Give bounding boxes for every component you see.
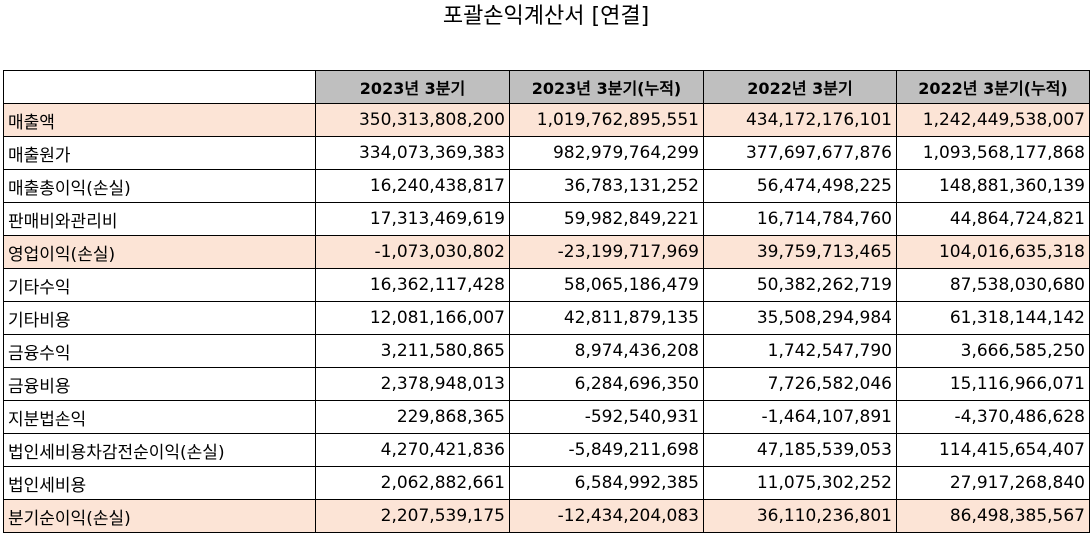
table-row: 기타비용 12,081,166,007 42,811,879,135 35,508,2… xyxy=(3,301,1090,335)
value-cell: 36,783,131,252 xyxy=(509,169,704,203)
row-label: 분기순이익(손실) xyxy=(3,499,316,533)
value-cell: 6,284,696,350 xyxy=(509,367,704,401)
header-row: 2023년 3분기 2023년 3분기(누적) 2022년 3분기 2022년 … xyxy=(3,70,1090,104)
value-cell: 50,382,262,719 xyxy=(703,268,897,302)
row-label: 법인세비용 xyxy=(3,466,316,500)
row-label: 매출액 xyxy=(3,103,316,137)
value-cell: 1,242,449,538,007 xyxy=(896,103,1090,137)
value-cell: 61,318,144,142 xyxy=(896,301,1090,335)
value-cell: 56,474,498,225 xyxy=(703,169,897,203)
income-statement-table: 2023년 3분기 2023년 3분기(누적) 2022년 3분기 2022년 … xyxy=(3,70,1090,533)
value-cell: 2,207,539,175 xyxy=(315,499,510,533)
value-cell: 334,073,369,383 xyxy=(315,136,510,170)
value-cell: 58,065,186,479 xyxy=(509,268,704,302)
table-row: 매출총이익(손실) 16,240,438,817 36,783,131,252 56,… xyxy=(3,169,1090,203)
value-cell: -1,073,030,802 xyxy=(315,235,510,269)
table-row: 법인세비용 2,062,882,661 6,584,992,385 11,075,30… xyxy=(3,466,1090,500)
value-cell: 1,742,547,790 xyxy=(703,334,897,368)
table-row: 기타수익 16,362,117,428 58,065,186,479 50,382,2… xyxy=(3,268,1090,302)
value-cell: 7,726,582,046 xyxy=(703,367,897,401)
value-cell: -592,540,931 xyxy=(509,400,704,434)
value-cell: 3,666,585,250 xyxy=(896,334,1090,368)
value-cell: 44,864,724,821 xyxy=(896,202,1090,236)
value-cell: 3,211,580,865 xyxy=(315,334,510,368)
table-row: 판매비와관리비 17,313,469,619 59,982,849,221 16,71… xyxy=(3,202,1090,236)
row-label: 금융수익 xyxy=(3,334,316,368)
value-cell: 229,868,365 xyxy=(315,400,510,434)
value-cell: 148,881,360,139 xyxy=(896,169,1090,203)
value-cell: 6,584,992,385 xyxy=(509,466,704,500)
value-cell: 16,240,438,817 xyxy=(315,169,510,203)
value-cell: 87,538,030,680 xyxy=(896,268,1090,302)
value-cell: 36,110,236,801 xyxy=(703,499,897,533)
column-header: 2023년 3분기(누적) xyxy=(509,70,704,104)
value-cell: 350,313,808,200 xyxy=(315,103,510,137)
row-label: 법인세비용차감전순이익(손실) xyxy=(3,433,316,467)
table-row: 분기순이익(손실) 2,207,539,175 -12,434,204,083 36,… xyxy=(3,499,1090,533)
value-cell: 4,270,421,836 xyxy=(315,433,510,467)
value-cell: 47,185,539,053 xyxy=(703,433,897,467)
column-header: 2022년 3분기 xyxy=(703,70,897,104)
value-cell: 16,362,117,428 xyxy=(315,268,510,302)
value-cell: 39,759,713,465 xyxy=(703,235,897,269)
value-cell: 114,415,654,407 xyxy=(896,433,1090,467)
value-cell: -4,370,486,628 xyxy=(896,400,1090,434)
value-cell: 59,982,849,221 xyxy=(509,202,704,236)
value-cell: 11,075,302,252 xyxy=(703,466,897,500)
row-label: 금융비용 xyxy=(3,367,316,401)
value-cell: 35,508,294,984 xyxy=(703,301,897,335)
value-cell: 16,714,784,760 xyxy=(703,202,897,236)
value-cell: -1,464,107,891 xyxy=(703,400,897,434)
value-cell: 8,974,436,208 xyxy=(509,334,704,368)
row-label: 매출총이익(손실) xyxy=(3,169,316,203)
row-label: 지분법손익 xyxy=(3,400,316,434)
page-title: 포괄손익계산서 [연결] xyxy=(442,4,650,29)
value-cell: 1,019,762,895,551 xyxy=(509,103,704,137)
value-cell: 27,917,268,840 xyxy=(896,466,1090,500)
column-header: 2023년 3분기 xyxy=(315,70,510,104)
table-row: 매출액 350,313,808,200 1,019,762,895,551 434,1… xyxy=(3,103,1090,137)
value-cell: 104,016,635,318 xyxy=(896,235,1090,269)
value-cell: -5,849,211,698 xyxy=(509,433,704,467)
value-cell: 12,081,166,007 xyxy=(315,301,510,335)
value-cell: -12,434,204,083 xyxy=(509,499,704,533)
table-row: 금융비용 2,378,948,013 6,284,696,350 7,726,582,… xyxy=(3,367,1090,401)
column-header-blank xyxy=(3,70,316,104)
value-cell: 982,979,764,299 xyxy=(509,136,704,170)
table-row: 매출원가 334,073,369,383 982,979,764,299 377,69… xyxy=(3,136,1090,170)
value-cell: 86,498,385,567 xyxy=(896,499,1090,533)
row-label: 영업이익(손실) xyxy=(3,235,316,269)
table-row: 법인세비용차감전순이익(손실) 4,270,421,836 -5,849,211,6… xyxy=(3,433,1090,467)
value-cell: 377,697,677,876 xyxy=(703,136,897,170)
value-cell: 1,093,568,177,868 xyxy=(896,136,1090,170)
value-cell: 2,378,948,013 xyxy=(315,367,510,401)
value-cell: 15,116,966,071 xyxy=(896,367,1090,401)
value-cell: 17,313,469,619 xyxy=(315,202,510,236)
table-row: 영업이익(손실) -1,073,030,802 -23,199,717,969 39,… xyxy=(3,235,1090,269)
table-row: 지분법손익 229,868,365 -592,540,931 -1,464,107,8… xyxy=(3,400,1090,434)
column-header: 2022년 3분기(누적) xyxy=(896,70,1090,104)
row-label: 기타수익 xyxy=(3,268,316,302)
table-row: 금융수익 3,211,580,865 8,974,436,208 1,742,547,… xyxy=(3,334,1090,368)
row-label: 판매비와관리비 xyxy=(3,202,316,236)
value-cell: -23,199,717,969 xyxy=(509,235,704,269)
row-label: 기타비용 xyxy=(3,301,316,335)
value-cell: 2,062,882,661 xyxy=(315,466,510,500)
value-cell: 434,172,176,101 xyxy=(703,103,897,137)
value-cell: 42,811,879,135 xyxy=(509,301,704,335)
row-label: 매출원가 xyxy=(3,136,316,170)
